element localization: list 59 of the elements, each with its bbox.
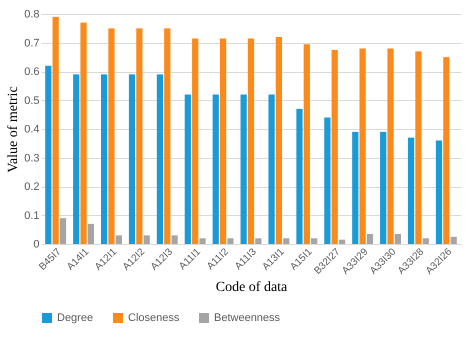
y-tick-label: 0.8 [24,8,40,20]
bar [136,28,142,244]
bar [338,240,346,244]
bar [380,132,386,244]
bar [366,234,374,244]
bar [172,235,178,244]
bar [324,118,330,244]
bar [156,74,164,244]
x-axis-title: Code of data [216,280,288,295]
bar [332,50,338,244]
bar [101,74,108,244]
bar [276,37,282,244]
bar [128,74,136,244]
bar [240,94,247,244]
bar [88,224,94,244]
bar [199,238,206,244]
bar [164,28,170,244]
bar [422,238,429,244]
bar [52,16,59,244]
bar [80,22,87,244]
bar [60,218,66,244]
bar [108,28,115,244]
bar [268,94,275,244]
bar [255,238,262,244]
y-tick-label: 0.3 [24,152,40,164]
y-tick-label: 0.4 [24,124,40,136]
bar [116,235,122,244]
bar [304,44,310,244]
y-tick-label: 0.2 [24,181,40,193]
bar [443,57,450,244]
legend-label: Betweenness [214,312,281,324]
bar [415,51,422,244]
bar [394,234,401,244]
y-axis-title: Value of metric [6,86,22,173]
bar [227,238,234,244]
bar [212,94,219,244]
bar [192,38,198,244]
bar [73,74,80,244]
bar [220,38,226,244]
bar [144,235,150,244]
bar [283,238,290,244]
legend-label: Closeness [128,312,180,324]
y-tick-label: 0 [33,238,40,250]
bar [360,48,366,244]
bar [296,108,303,244]
bar [45,66,52,244]
bar [450,236,457,244]
y-tick-label: 0.5 [24,94,40,107]
legend-label: Degree [57,312,94,324]
bar [184,94,191,244]
bar [311,238,318,244]
bar [387,48,394,244]
bar [352,132,358,244]
bar [248,38,254,244]
y-tick-label: 0.7 [24,37,40,50]
y-tick-label: 0.6 [24,66,40,78]
bar [436,140,442,244]
bar [408,138,414,244]
y-tick-label: 0.1 [24,210,40,222]
